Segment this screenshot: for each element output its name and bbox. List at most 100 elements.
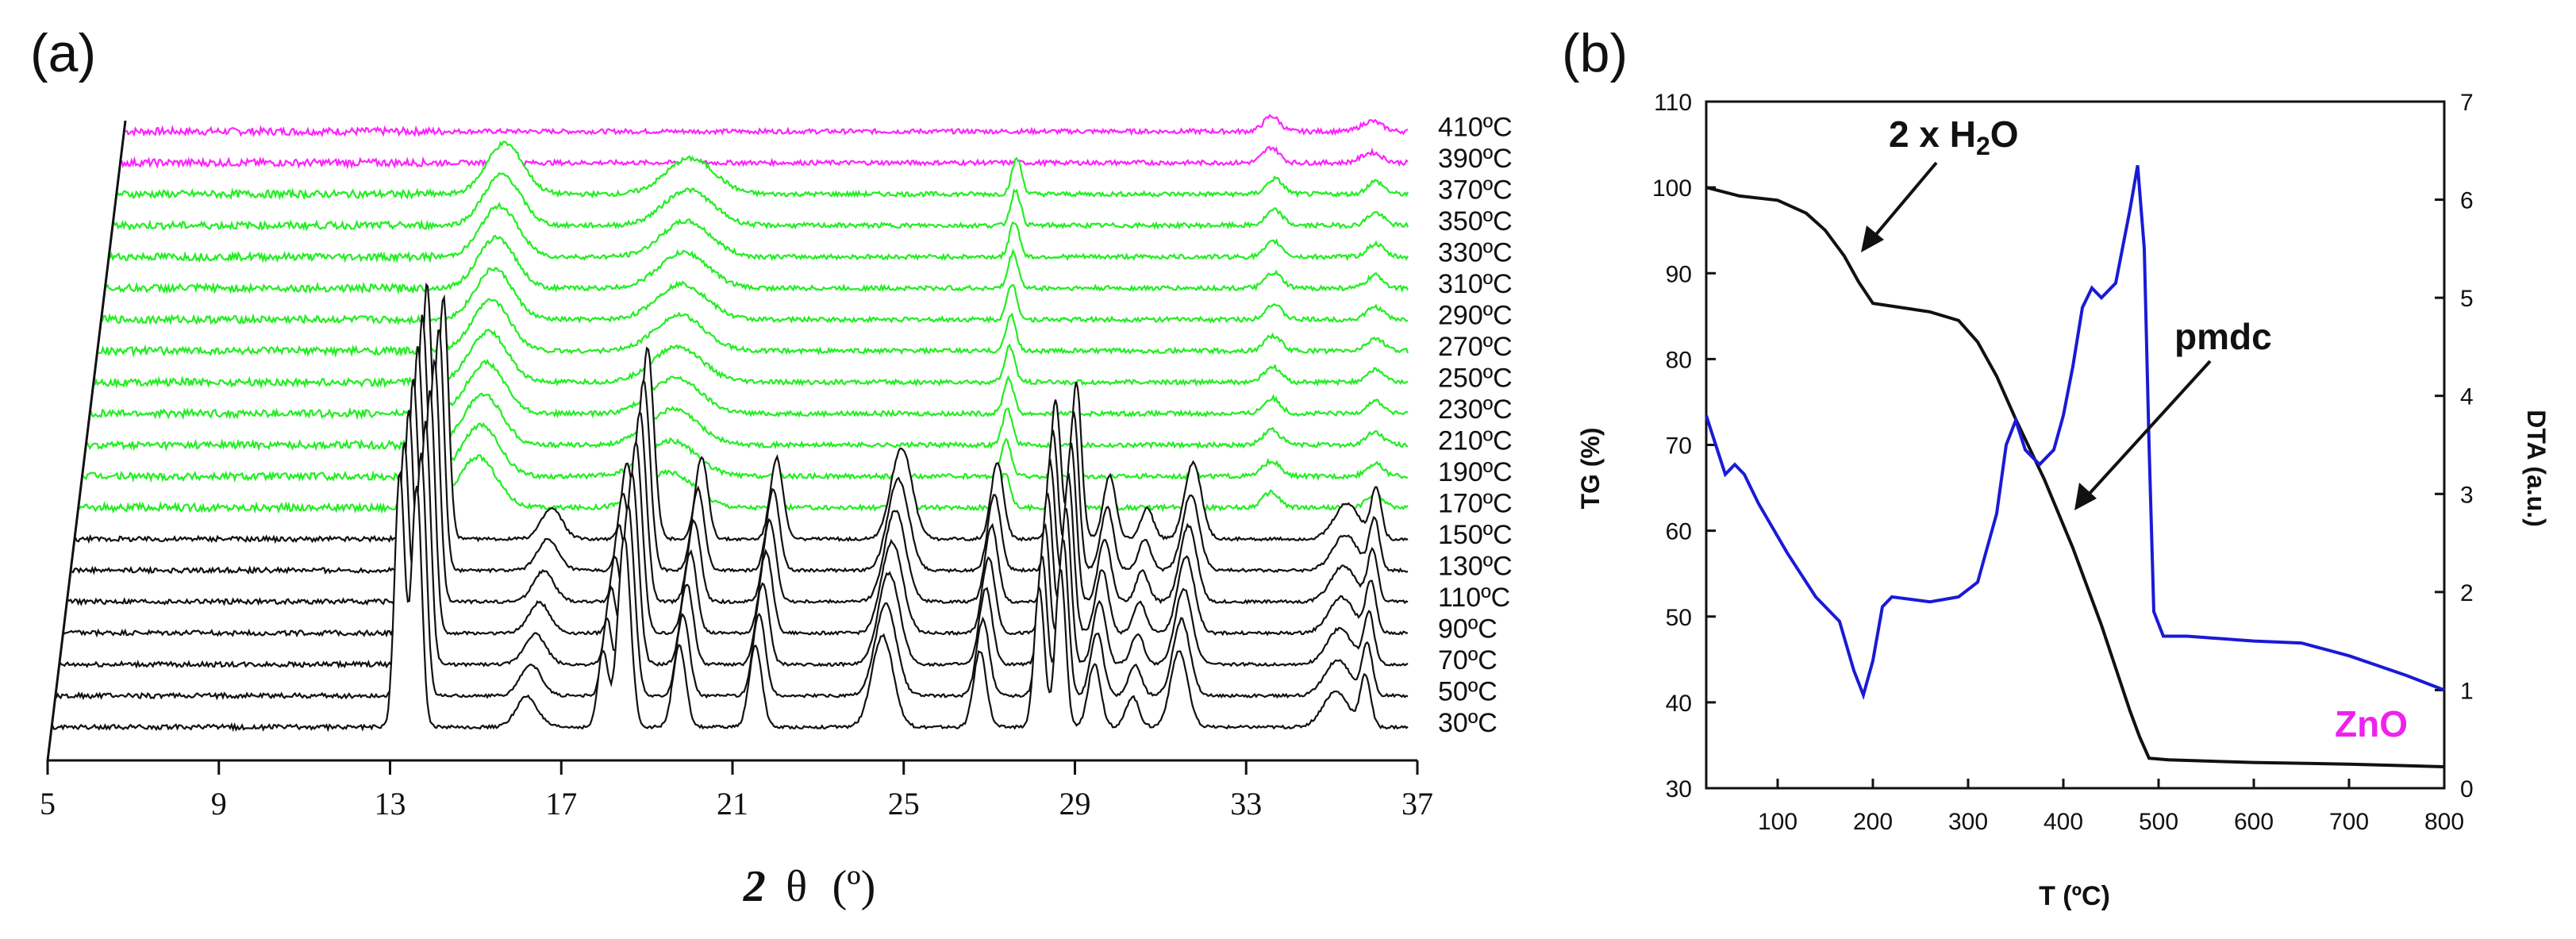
water-arrow bbox=[1871, 161, 1938, 240]
xrd-trace-410ºC bbox=[125, 114, 1409, 138]
xrd-trace-150ºC bbox=[75, 282, 1409, 545]
pmdc-annotation: pmdc bbox=[2174, 316, 2272, 357]
trace-occluder bbox=[83, 423, 1409, 481]
x-tick-label: 29 bbox=[1059, 786, 1091, 822]
trace-occluder bbox=[87, 393, 1408, 450]
panel-b-label: (b) bbox=[1562, 23, 1628, 83]
x-axis-ticks: 5 9 13 17 21 25 29 33 37 bbox=[40, 760, 1433, 822]
xrd-trace-310ºC bbox=[105, 234, 1409, 295]
trace-label: 210ºC bbox=[1438, 426, 1513, 456]
water-prefix: 2 x H bbox=[1889, 114, 1976, 155]
trace-label: 70ºC bbox=[1438, 645, 1498, 675]
xrd-trace-270ºC bbox=[98, 298, 1409, 358]
x-axis-label: 2 θ (º) bbox=[743, 860, 876, 911]
y-axis-title: TG (%) bbox=[1576, 427, 1605, 509]
xrd-trace-250ºC bbox=[94, 329, 1409, 390]
water-suffix: O bbox=[1990, 114, 2019, 155]
trace-label: 230ºC bbox=[1438, 394, 1513, 425]
x-tick-label: 100 bbox=[1758, 809, 1797, 835]
y2-tick-label: 2 bbox=[2460, 580, 2474, 606]
x-tick-label: 25 bbox=[888, 786, 920, 822]
trace-occluder bbox=[113, 173, 1409, 230]
y2-tick-label: 7 bbox=[2460, 90, 2474, 116]
xrd-trace-30ºC bbox=[51, 470, 1409, 733]
xrd-trace-350ºC bbox=[113, 171, 1409, 232]
xrd-trace-170ºC bbox=[78, 454, 1409, 514]
y2-tick-label: 1 bbox=[2460, 678, 2474, 704]
dta-curve bbox=[1705, 164, 2445, 700]
x-tick-label: 700 bbox=[2329, 809, 2369, 835]
x-axis-label-unit: (º) bbox=[832, 862, 876, 911]
trace-occluder bbox=[79, 455, 1408, 513]
trace-occluder bbox=[121, 146, 1408, 167]
x-axis-label-theta: θ bbox=[786, 862, 807, 911]
tg-curve bbox=[1705, 186, 2445, 768]
trace-occluder bbox=[106, 236, 1409, 293]
y2-tick-label: 3 bbox=[2460, 482, 2474, 508]
x-tick-label: 200 bbox=[1853, 809, 1893, 835]
trace-occluder bbox=[90, 360, 1408, 418]
xrd-trace-190ºC bbox=[83, 421, 1409, 483]
trace-label: 130ºC bbox=[1438, 552, 1513, 582]
x-tick-label: 400 bbox=[2043, 809, 2083, 835]
trace-occluder bbox=[94, 329, 1408, 387]
y2-tick-label: 0 bbox=[2460, 776, 2474, 802]
y-tick-label: 110 bbox=[1654, 90, 1692, 116]
y-tick-label: 80 bbox=[1666, 347, 1692, 373]
panel-a: (a) 410ºC390ºC370ºC350ºC330ºC310ºC290ºC2… bbox=[30, 23, 1513, 911]
trace-label: 390ºC bbox=[1438, 144, 1513, 174]
xrd-trace-90ºC bbox=[63, 379, 1409, 638]
xrd-trace-70ºC bbox=[59, 410, 1409, 669]
y-tick-label: 60 bbox=[1666, 519, 1692, 545]
y-tick-label: 70 bbox=[1666, 433, 1692, 460]
trace-label: 150ºC bbox=[1438, 520, 1513, 550]
y-tick-label: 90 bbox=[1666, 261, 1692, 287]
x-tick-label: 800 bbox=[2424, 809, 2464, 835]
y-tick-label: 100 bbox=[1652, 175, 1692, 202]
trace-label: 50ºC bbox=[1438, 677, 1498, 707]
y2-axis-title: DTA (a.u.) bbox=[2522, 410, 2551, 527]
xrd-trace-290ºC bbox=[101, 267, 1409, 326]
x-tick-label: 33 bbox=[1230, 786, 1262, 822]
trace-occluder bbox=[117, 141, 1408, 199]
xrd-trace-210ºC bbox=[86, 392, 1409, 452]
trace-label: 330ºC bbox=[1438, 238, 1513, 268]
y2-tick-label: 6 bbox=[2460, 188, 2474, 214]
x-tick-label: 13 bbox=[375, 786, 406, 822]
trace-label: 30ºC bbox=[1438, 708, 1498, 738]
zno-annotation: ZnO bbox=[2335, 703, 2408, 745]
x-tick-label: 21 bbox=[717, 786, 748, 822]
x-tick-label: 17 bbox=[545, 786, 577, 822]
x-axis-label-symbol: 2 bbox=[743, 862, 766, 911]
trace-label: 370ºC bbox=[1438, 175, 1513, 206]
y-tick-label: 50 bbox=[1666, 605, 1692, 631]
depth-axis-line bbox=[46, 120, 127, 761]
trace-occluder bbox=[102, 267, 1408, 325]
water-sub: 2 bbox=[1976, 132, 1990, 160]
xrd-traces bbox=[51, 114, 1409, 733]
trace-label: 170ºC bbox=[1438, 489, 1513, 519]
x-tick-label: 5 bbox=[40, 786, 56, 822]
xrd-trace-370ºC bbox=[117, 140, 1409, 201]
water-arrowhead bbox=[1861, 225, 1884, 252]
xrd-trace-50ºC bbox=[55, 442, 1409, 701]
trace-occluder bbox=[110, 203, 1409, 262]
trace-label: 350ºC bbox=[1438, 206, 1513, 237]
x-tick-label: 600 bbox=[2234, 809, 2274, 835]
trace-label: 410ºC bbox=[1438, 113, 1513, 143]
y-tick-label: 30 bbox=[1666, 776, 1692, 802]
trace-occluder bbox=[98, 298, 1409, 356]
xrd-trace-110ºC bbox=[67, 345, 1409, 606]
trace-label: 90ºC bbox=[1438, 614, 1498, 645]
trace-label: 290ºC bbox=[1438, 301, 1513, 331]
y2-tick-label: 5 bbox=[2460, 286, 2474, 312]
xrd-trace-130ºC bbox=[71, 314, 1409, 575]
x-tick-label: 300 bbox=[1948, 809, 1988, 835]
panel-a-label: (a) bbox=[30, 23, 96, 83]
xrd-trace-330ºC bbox=[109, 202, 1409, 264]
x-tick-label: 500 bbox=[2139, 809, 2178, 835]
water-loss-annotation: 2 x H2O bbox=[1889, 114, 2019, 160]
trace-label: 310ºC bbox=[1438, 269, 1513, 299]
y2-tick-label: 4 bbox=[2460, 384, 2474, 410]
